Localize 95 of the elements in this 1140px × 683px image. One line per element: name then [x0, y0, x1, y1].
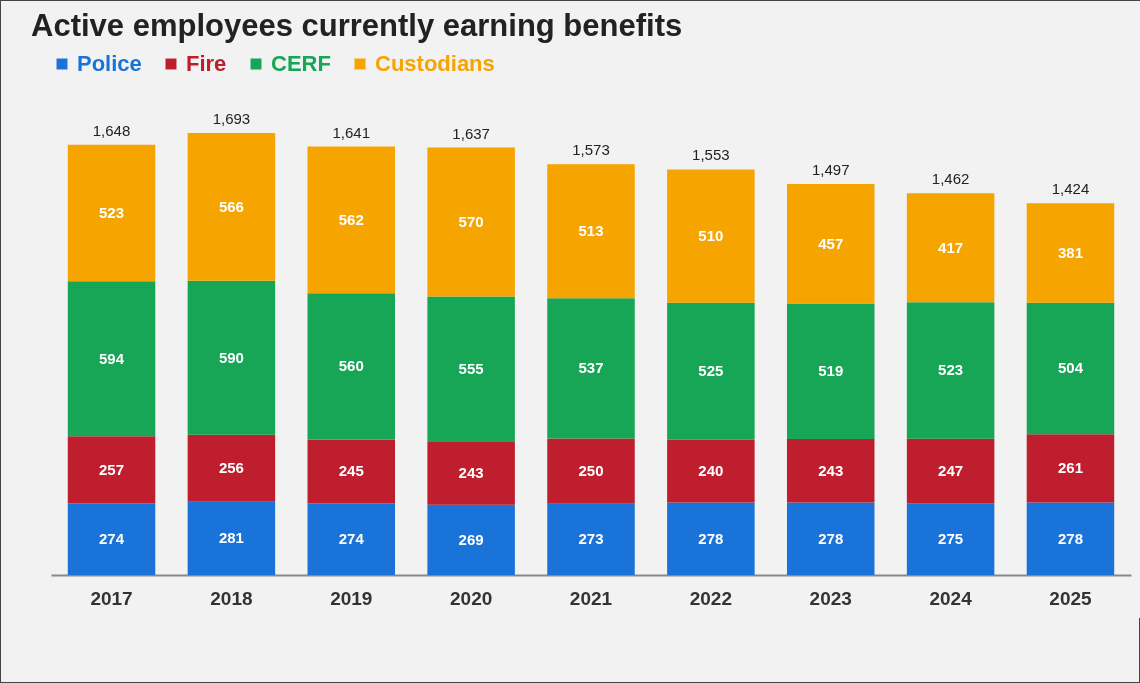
data-label: 243: [458, 464, 484, 482]
data-label: 274: [338, 530, 365, 548]
data-label: 245: [338, 462, 364, 480]
data-label: 278: [698, 529, 724, 547]
bar: [427, 147, 515, 297]
data-label: 525: [698, 362, 724, 380]
x-tick-label: 2024: [929, 587, 973, 609]
total-label: 1,497: [811, 161, 850, 179]
bar: [307, 146, 396, 294]
bar: [427, 296, 515, 442]
total-label: 1,424: [1051, 180, 1090, 198]
data-label: 562: [338, 210, 364, 228]
bar: [1026, 434, 1115, 503]
data-label: 510: [698, 227, 724, 245]
total-label: 1,648: [92, 121, 131, 139]
data-label: 594: [99, 349, 125, 367]
data-label: 247: [938, 461, 964, 479]
bar: [667, 502, 755, 575]
bar: [187, 501, 276, 575]
bar: [906, 193, 995, 303]
data-label: 417: [938, 238, 964, 256]
data-label: 273: [578, 530, 604, 548]
bar: [547, 438, 635, 504]
bar: [1026, 502, 1115, 575]
bar: [187, 280, 276, 435]
data-label: 257: [99, 460, 125, 478]
data-label: 243: [818, 461, 844, 479]
bar: [547, 298, 635, 439]
bar: [906, 438, 995, 504]
legend-label: Custodians: [375, 51, 495, 76]
x-tick-label: 2021: [569, 587, 613, 609]
bar: [906, 302, 995, 439]
x-tick-label: 2022: [689, 587, 733, 609]
bar: [67, 144, 156, 282]
x-tick-label: 2017: [90, 587, 133, 609]
data-label: 250: [578, 462, 604, 480]
data-label: 274: [99, 530, 125, 548]
x-tick-label: 2025: [1049, 587, 1093, 609]
bar: [667, 439, 755, 503]
chart-title: Active employees currently earning benefits: [31, 8, 683, 43]
x-tick-label: 2019: [330, 587, 373, 609]
x-tick-label: 2020: [449, 587, 493, 609]
bar: [1026, 203, 1115, 303]
data-label: 555: [458, 359, 484, 377]
bar: [187, 434, 276, 502]
bar: [427, 504, 515, 575]
legend-label: Fire: [186, 51, 227, 76]
legend-label: CERF: [271, 51, 331, 76]
data-label: 504: [1057, 359, 1084, 377]
data-label: 261: [1057, 459, 1083, 477]
bar: [187, 132, 276, 281]
total-label: 1,641: [332, 123, 371, 141]
bar: [67, 281, 156, 437]
data-label: 566: [218, 197, 244, 215]
data-label: 281: [218, 529, 244, 547]
data-label: 523: [938, 361, 964, 379]
data-label: 513: [578, 222, 604, 240]
data-label: 381: [1057, 243, 1083, 261]
data-label: 240: [698, 462, 724, 480]
bar: [667, 169, 755, 303]
total-label: 1,553: [692, 146, 730, 164]
total-label: 1,693: [212, 109, 251, 127]
data-label: 275: [938, 530, 964, 548]
bar: [786, 438, 875, 503]
bar: [1026, 302, 1115, 435]
legend-label: Police: [77, 51, 142, 76]
x-tick-label: 2018: [210, 587, 253, 609]
bar: [786, 303, 875, 439]
data-label: 570: [458, 212, 484, 230]
total-label: 1,573: [572, 141, 610, 159]
data-label: 457: [818, 234, 844, 252]
bar: [307, 293, 396, 440]
x-tick-label: 2023: [809, 587, 852, 609]
data-label: 537: [578, 359, 604, 377]
bar: [547, 164, 635, 299]
bar: [786, 502, 875, 575]
data-label: 256: [218, 459, 244, 477]
bar: [427, 441, 515, 505]
bar: [67, 503, 156, 575]
data-label: 269: [458, 530, 484, 548]
data-label: 278: [818, 529, 844, 547]
data-label: 523: [99, 203, 125, 221]
bar: [67, 436, 156, 504]
bar: [547, 503, 635, 575]
bar: [786, 184, 875, 304]
data-label: 519: [818, 362, 844, 380]
total-label: 1,462: [931, 170, 970, 188]
data-label: 560: [338, 357, 364, 375]
bar: [307, 503, 396, 575]
data-label: 278: [1057, 529, 1083, 547]
bar: [667, 302, 755, 440]
bar: [906, 503, 995, 575]
bar: [307, 439, 396, 504]
data-label: 590: [218, 348, 244, 366]
total-label: 1,637: [452, 124, 490, 142]
